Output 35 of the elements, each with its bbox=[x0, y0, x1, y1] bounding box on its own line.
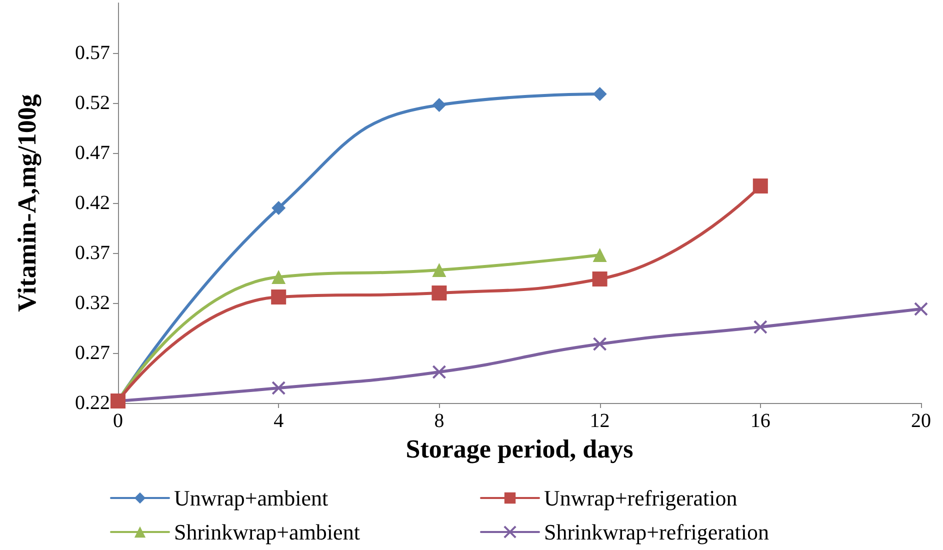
legend-label: Unwrap+ambient bbox=[174, 486, 328, 510]
point bbox=[272, 201, 286, 215]
point bbox=[752, 178, 768, 194]
point bbox=[592, 248, 607, 262]
y-tick-label: 0.57 bbox=[75, 42, 110, 64]
point bbox=[753, 320, 768, 334]
y-tick-label: 0.22 bbox=[75, 392, 110, 414]
point bbox=[432, 98, 446, 112]
x-axis-title: Storage period, days bbox=[406, 434, 634, 464]
point bbox=[592, 272, 608, 286]
legend-label: Shrinkwrap+ambient bbox=[174, 520, 360, 544]
y-tick-label: 0.42 bbox=[75, 192, 110, 214]
point bbox=[592, 337, 607, 351]
point bbox=[272, 270, 286, 284]
point bbox=[914, 302, 928, 316]
x-tick-label: 8 bbox=[434, 410, 444, 432]
point bbox=[432, 365, 446, 379]
x-tick-label: 12 bbox=[590, 410, 610, 432]
x-tick-label: 4 bbox=[274, 410, 284, 432]
legend-label: Shrinkwrap+refrigeration bbox=[544, 520, 769, 544]
x-tick-label: 0 bbox=[113, 410, 123, 432]
y-axis-title: Vitamin-A,mg/100g bbox=[12, 94, 42, 312]
point bbox=[271, 290, 286, 304]
point bbox=[432, 263, 446, 277]
y-tick-label: 0.47 bbox=[75, 142, 110, 164]
point bbox=[432, 286, 447, 300]
x-tick-label: 16 bbox=[750, 410, 770, 432]
y-tick-label: 0.37 bbox=[75, 242, 110, 264]
x-tick-label: 20 bbox=[911, 410, 931, 432]
point bbox=[592, 87, 607, 101]
y-tick-label: 0.32 bbox=[75, 292, 110, 314]
y-tick-label: 0.27 bbox=[75, 342, 110, 364]
y-tick-label: 0.52 bbox=[75, 92, 110, 114]
legend-label: Unwrap+refrigeration bbox=[544, 486, 738, 510]
point bbox=[272, 381, 286, 395]
